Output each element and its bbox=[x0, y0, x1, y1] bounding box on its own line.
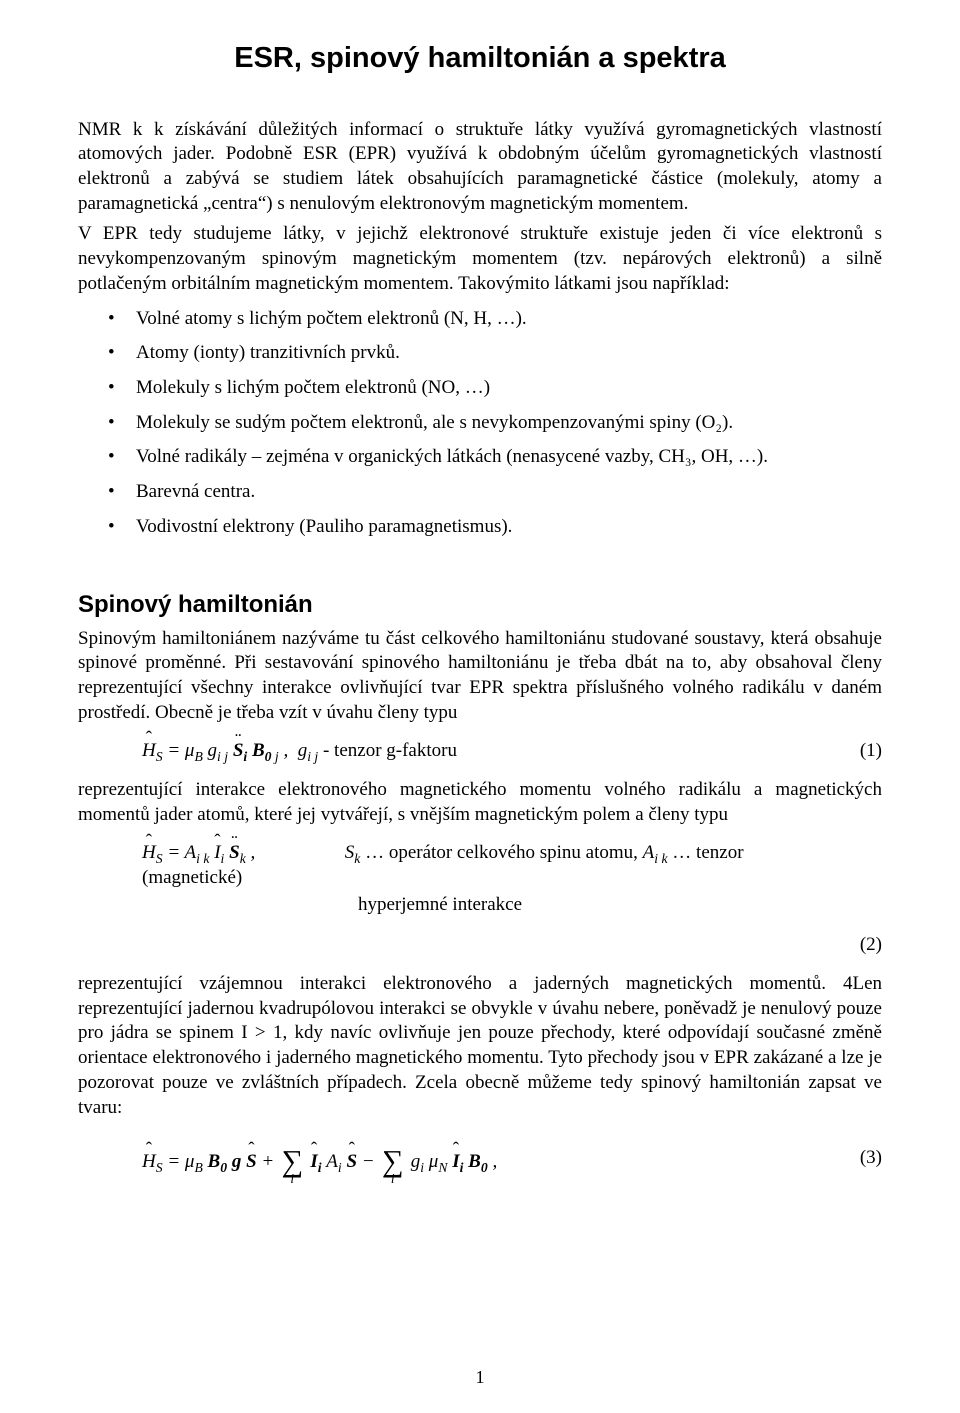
equation-1: HS = μB gi j Si B0 j , gi j - tenzor g-f… bbox=[78, 739, 882, 764]
page-number: 1 bbox=[0, 1366, 960, 1389]
eq1-text: - tenzor g-faktoru bbox=[323, 740, 457, 761]
equation-number-3: (3) bbox=[842, 1146, 882, 1171]
section2-paragraph-3: reprezentující vzájemnou interakci elekt… bbox=[78, 972, 882, 1120]
eq2-text-1: … operátor celkového spinu atomu, bbox=[360, 842, 642, 863]
section-spin-hamiltonian-title: Spinový hamiltonián bbox=[78, 589, 882, 620]
eq2-text-3: hyperjemné interakce bbox=[358, 894, 522, 915]
page-title: ESR, spinový hamiltonián a spektra bbox=[78, 40, 882, 78]
section2-paragraph-2: reprezentující interakce elektronového m… bbox=[78, 778, 882, 827]
equation-3: HS = μB B0 g S + ∑i Ii Ai S − ∑i gi μN I… bbox=[78, 1146, 882, 1179]
section2-paragraph-1: Spinovým hamiltoniánem nazýváme tu část … bbox=[78, 627, 882, 726]
equation-2: HS = Ai k Ii Sk , Sk … operátor celkovéh… bbox=[78, 841, 882, 890]
equation-number-2: (2) bbox=[842, 933, 882, 958]
list-item: Volné atomy s lichým počtem elektronů (N… bbox=[136, 307, 882, 332]
equation-2-line2: hyperjemné interakce bbox=[78, 893, 882, 918]
list-item: Volné radikály – zejména v organických l… bbox=[136, 445, 882, 470]
list-item: Molekuly s lichým počtem elektronů (NO, … bbox=[136, 376, 882, 401]
examples-list: Volné atomy s lichým počtem elektronů (N… bbox=[78, 307, 882, 540]
equation-2-number: (2) bbox=[78, 933, 882, 958]
intro-paragraph-2: V EPR tedy studujeme látky, v jejichž el… bbox=[78, 222, 882, 296]
intro-paragraph-1: NMR k k získávání důležitých informací o… bbox=[78, 118, 882, 217]
list-item: Molekuly se sudým počtem elektronů, ale … bbox=[136, 411, 882, 436]
list-item: Vodivostní elektrony (Pauliho paramagnet… bbox=[136, 515, 882, 540]
list-item: Barevná centra. bbox=[136, 480, 882, 505]
list-item: Atomy (ionty) tranzitivních prvků. bbox=[136, 341, 882, 366]
equation-number-1: (1) bbox=[842, 739, 882, 764]
